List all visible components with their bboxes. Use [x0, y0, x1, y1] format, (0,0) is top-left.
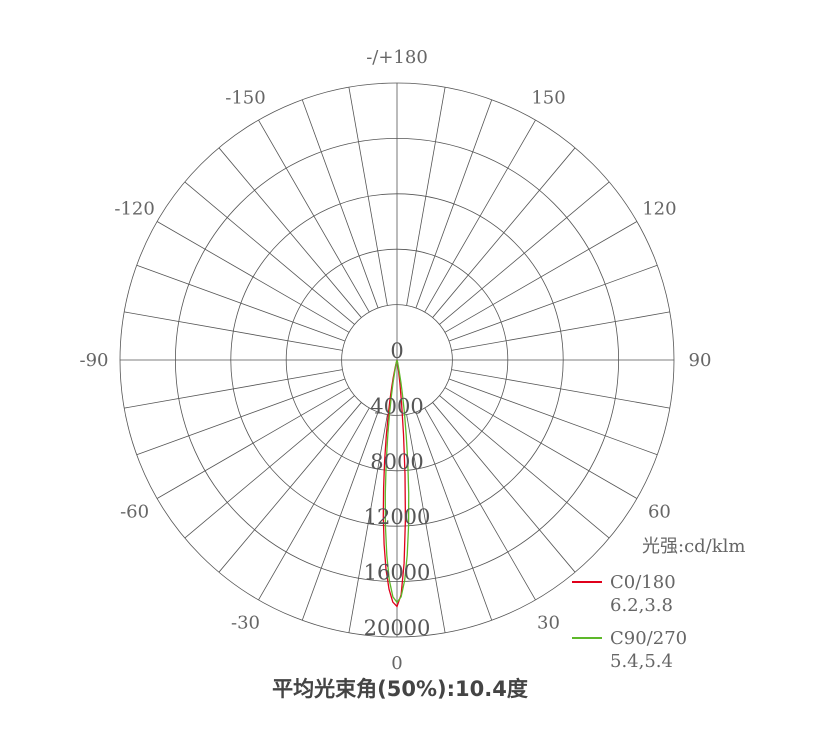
radial-tick-label: 8000	[370, 450, 423, 474]
radial-tick-label: 16000	[364, 561, 431, 585]
series-curve-C0-180	[382, 359, 407, 608]
radial-tick-label: 4000	[370, 394, 423, 418]
angle-tick-label: -30	[231, 612, 260, 633]
angle-tick-label: -/+180	[366, 47, 428, 68]
legend-note-c0: 6.2,3.8	[610, 595, 673, 616]
angle-tick-label: 60	[648, 502, 671, 523]
angle-tick-label: 90	[689, 350, 712, 371]
unit-label: 光强:cd/klm	[642, 536, 745, 557]
legend-label-c0: C0/180	[610, 572, 676, 593]
legend: C0/180 6.2,3.8 C90/270 5.4,5.4	[572, 572, 687, 672]
radial-tick-label: 12000	[364, 505, 431, 529]
curves	[382, 359, 410, 608]
radial-tick-label: 20000	[364, 616, 431, 640]
radial-tick-label: 0	[390, 339, 403, 363]
ring-20000	[119, 82, 675, 638]
angle-tick-label: -90	[80, 350, 109, 371]
angle-tick-label: 0	[391, 653, 402, 674]
angle-tick-label: 30	[537, 612, 560, 633]
angle-tick-label: -150	[225, 88, 265, 109]
legend-note-c90: 5.4,5.4	[610, 651, 673, 672]
angle-tick-labels: 0 30 60 90 120 150 -/+180 -150 -120 -90 -60 -30	[80, 47, 712, 674]
angle-tick-label: -120	[114, 199, 154, 220]
ring-8000	[285, 248, 509, 472]
legend-label-c90: C90/270	[610, 628, 687, 649]
polar-grid	[119, 82, 675, 638]
radial-tick-labels: 0 4000 8000 12000 16000 20000	[364, 339, 431, 640]
ring-12000	[230, 193, 564, 527]
ring-4000	[341, 304, 453, 416]
angle-tick-label: 120	[642, 199, 676, 220]
series-curve-C90-270	[384, 359, 410, 604]
angle-tick-label: -60	[120, 502, 149, 523]
chart-title: 平均光束角(50%):10.4度	[272, 677, 528, 701]
angle-tick-label: 150	[531, 88, 565, 109]
ring-16000	[174, 137, 620, 583]
